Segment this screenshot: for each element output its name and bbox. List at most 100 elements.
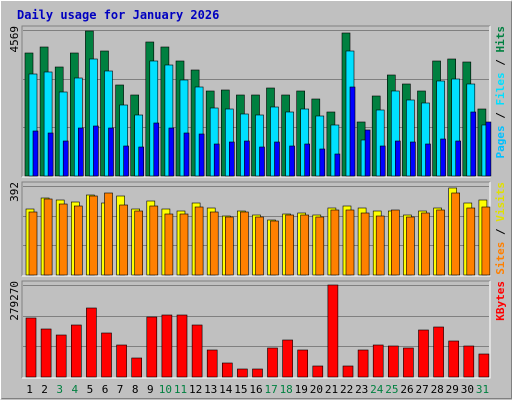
- bar-sites-day-20: [315, 216, 325, 276]
- bar-pages-day-26: [410, 141, 416, 177]
- bar-kbytes-day-23: [357, 349, 369, 378]
- x-tick-label: 22: [340, 383, 353, 396]
- bar-sites-day-9: [149, 205, 159, 276]
- bar-pages-day-31: [485, 121, 492, 177]
- bar-sites-day-6: [104, 192, 113, 276]
- bar-sites-day-5: [89, 195, 98, 276]
- panel-inset-shadow: [21, 181, 490, 276]
- bar-pages-day-30: [470, 111, 477, 177]
- bar-sites-day-31: [481, 206, 491, 276]
- bar-kbytes-day-22: [342, 365, 354, 378]
- bar-sites-day-29: [451, 192, 461, 276]
- bar-sites-day-2: [43, 198, 53, 276]
- x-tick-label: 1: [26, 383, 33, 396]
- panel-hits-files-pages: 4569 Pages / Files / Hits: [8, 25, 507, 178]
- panel-visits-sites: 392 Sites / Visits: [8, 181, 507, 277]
- bar-sites-day-28: [436, 209, 445, 276]
- panel-kbytes: 279270 KBytes: [8, 280, 507, 379]
- x-tick-label: 6: [102, 383, 109, 396]
- bar-pages-day-9: [153, 122, 160, 177]
- legend-separator: /: [494, 53, 507, 73]
- x-tick-label: 28: [431, 383, 444, 396]
- panel-inset-highlight: [22, 26, 491, 178]
- bar-pages-day-17: [274, 141, 280, 177]
- bar-kbytes-day-30: [463, 345, 475, 378]
- bar-kbytes-day-7: [116, 344, 127, 378]
- bar-pages-day-29: [455, 140, 462, 177]
- bar-sites-day-22: [345, 209, 355, 276]
- panel-inset-shadow: [21, 280, 490, 378]
- panel-inset-highlight: [22, 281, 491, 379]
- bar-pages-day-18: [289, 145, 295, 177]
- y-max-label: 4569: [8, 26, 21, 53]
- bar-kbytes-day-18: [282, 339, 293, 378]
- panel-legend: Sites / Visits: [494, 182, 507, 275]
- x-tick-label: 7: [117, 383, 124, 396]
- x-tick-label: 2: [41, 383, 48, 396]
- x-tick-label: 14: [219, 383, 233, 396]
- x-tick-label: 30: [461, 383, 474, 396]
- bar-sites-day-14: [225, 216, 234, 276]
- bar-pages-day-6: [108, 127, 114, 177]
- y-max-label: 279270: [8, 281, 21, 321]
- bar-kbytes-day-11: [176, 314, 188, 378]
- x-tick-label: 23: [355, 383, 368, 396]
- panel-legend: Pages / Files / Hits: [494, 26, 507, 159]
- bar-sites-day-27: [421, 212, 430, 276]
- bar-pages-day-1: [32, 130, 39, 177]
- bar-sites-day-15: [240, 211, 249, 276]
- bar-pages-day-8: [138, 146, 144, 177]
- x-tick-label: 15: [234, 383, 247, 396]
- bar-kbytes-day-24: [372, 344, 384, 378]
- bar-kbytes-day-6: [101, 332, 112, 378]
- bar-kbytes-day-21: [327, 284, 339, 378]
- x-tick-label: 16: [249, 383, 262, 396]
- bar-kbytes-day-5: [86, 307, 97, 378]
- bar-pages-day-11: [183, 132, 190, 177]
- bar-pages-day-20: [319, 148, 326, 177]
- bar-kbytes-day-25: [387, 345, 399, 378]
- bar-kbytes-day-17: [267, 347, 278, 378]
- bar-sites-day-11: [179, 213, 189, 276]
- x-tick-label: 18: [280, 383, 293, 396]
- legend-separator: /: [494, 222, 507, 242]
- bar-kbytes-day-2: [40, 328, 52, 378]
- bar-sites-day-21: [330, 209, 340, 276]
- bar-pages-day-10: [168, 127, 175, 177]
- x-tick-label: 25: [385, 383, 398, 396]
- bar-pages-day-21: [334, 153, 341, 177]
- bar-kbytes-day-20: [312, 365, 324, 378]
- bar-sites-day-1: [28, 211, 38, 276]
- bar-kbytes-day-13: [206, 349, 218, 378]
- x-tick-label: 5: [87, 383, 94, 396]
- y-max-label: 392: [8, 182, 21, 202]
- bar-pages-day-13: [213, 143, 220, 177]
- bar-kbytes-day-10: [161, 314, 173, 378]
- bar-kbytes-day-14: [222, 362, 233, 378]
- x-tick-label: 21: [325, 383, 338, 396]
- legend-hits: Hits: [494, 26, 507, 53]
- bar-pages-day-19: [304, 143, 311, 177]
- x-tick-label: 9: [147, 383, 154, 396]
- bar-pages-day-3: [62, 140, 69, 177]
- bar-sites-day-26: [406, 216, 415, 276]
- bar-kbytes-day-8: [131, 357, 142, 378]
- x-tick-label: 10: [159, 383, 172, 396]
- legend-files: Files: [494, 72, 507, 105]
- x-tick-label: 29: [446, 383, 459, 396]
- chart-title: Daily usage for January 2026: [17, 8, 219, 22]
- bar-pages-day-16: [259, 146, 265, 177]
- x-tick-label: 12: [189, 383, 202, 396]
- bar-pages-day-24: [379, 145, 386, 177]
- x-tick-label: 3: [56, 383, 63, 396]
- bar-pages-day-27: [425, 143, 431, 177]
- bar-sites-day-23: [360, 212, 370, 276]
- bar-kbytes-day-3: [55, 334, 67, 378]
- bar-pages-day-5: [93, 125, 99, 177]
- bar-kbytes-day-12: [191, 324, 203, 378]
- x-tick-label: 31: [476, 383, 489, 396]
- bar-kbytes-day-16: [252, 368, 263, 378]
- bar-sites-day-3: [58, 203, 68, 276]
- bar-pages-day-15: [244, 140, 250, 177]
